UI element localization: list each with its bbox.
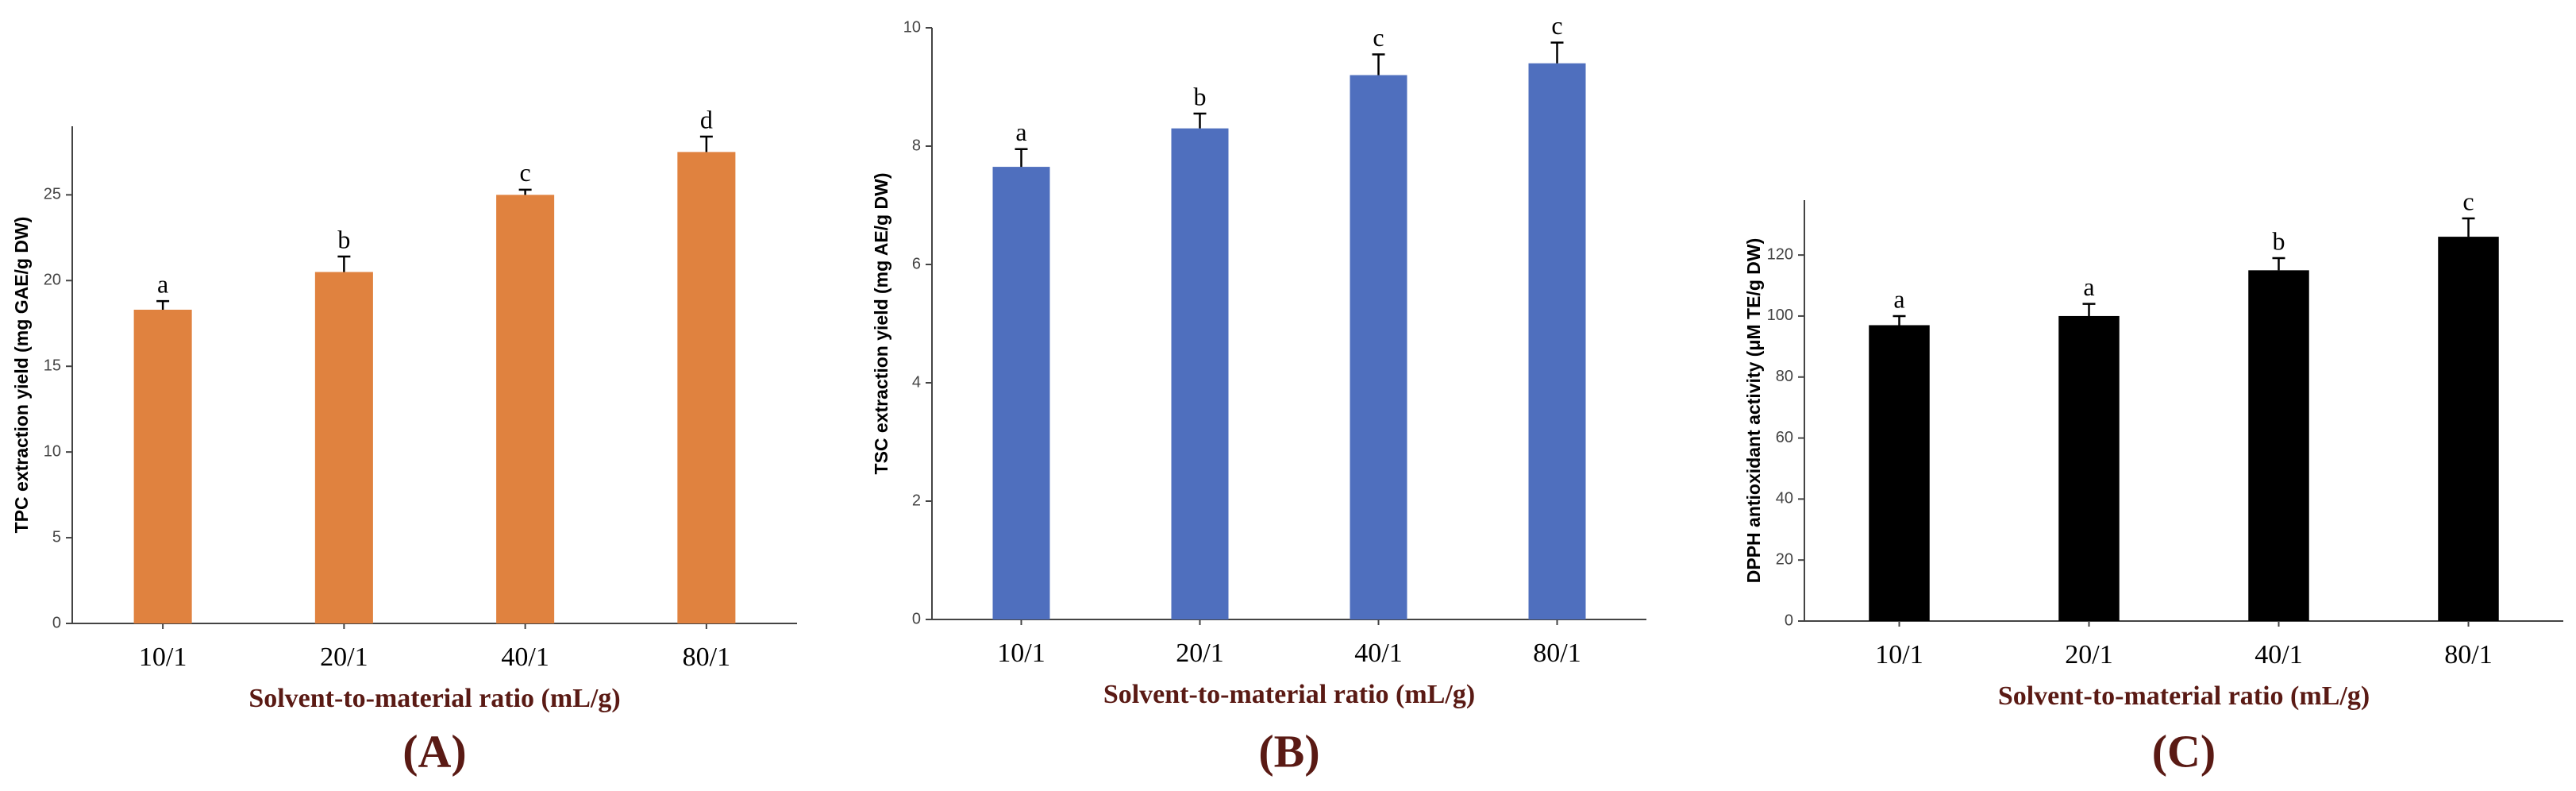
y-axis-label: TPC extraction yield (mg GAE/g DW) [11, 217, 32, 534]
y-tick-label: 0 [52, 614, 61, 631]
y-tick-label: 0 [1785, 612, 1793, 629]
y-tick-label: 20 [44, 272, 61, 289]
error-bar [156, 299, 170, 310]
significance-letter: b [2273, 226, 2285, 255]
x-tick-label: 10/1 [139, 642, 187, 672]
x-axis-label: Solvent-to-material ratio (mL/g) [1998, 681, 2370, 711]
x-tick-label: 40/1 [2254, 640, 2302, 669]
x-tick-label: 10/1 [997, 639, 1045, 668]
bar [1350, 75, 1407, 620]
x-tick-label: 80/1 [1533, 639, 1581, 668]
error-bar [518, 188, 532, 195]
error-bar [337, 255, 351, 272]
significance-letter: a [1015, 118, 1026, 146]
significance-letter: c [520, 158, 531, 187]
bar [677, 152, 736, 624]
bar [2248, 270, 2309, 621]
panel-label: (C) [2152, 725, 2216, 777]
bar [314, 272, 373, 623]
significance-letter: b [1194, 82, 1207, 110]
error-bar [1893, 314, 1906, 326]
error-bar [699, 135, 713, 152]
x-axis-label: Solvent-to-material ratio (mL/g) [1103, 680, 1475, 709]
x-tick-label: 20/1 [2065, 640, 2112, 669]
y-tick-label: 8 [912, 137, 921, 154]
y-tick-label: 2 [912, 492, 921, 509]
panel-label: (B) [1258, 725, 1319, 777]
bar [1869, 325, 1930, 621]
y-tick-label: 10 [44, 442, 61, 460]
x-tick-label: 40/1 [1354, 639, 1402, 668]
significance-letter: c [1373, 23, 1384, 52]
error-bar [2462, 217, 2475, 237]
significance-letter: a [157, 270, 168, 299]
y-tick-label: 0 [912, 610, 921, 627]
x-tick-label: 20/1 [1176, 639, 1223, 668]
significance-letter: b [337, 225, 350, 253]
significance-letter: c [2462, 187, 2474, 215]
y-tick-label: 25 [44, 186, 61, 203]
bar [496, 195, 555, 623]
error-bar [1193, 112, 1207, 129]
significance-letter: d [700, 105, 713, 133]
error-bar [1550, 41, 1564, 64]
bar [992, 167, 1050, 619]
y-tick-label: 5 [52, 528, 61, 546]
panel-label: (A) [402, 725, 467, 777]
error-bar [2272, 257, 2285, 271]
significance-letter: c [1551, 11, 1562, 40]
x-tick-label: 40/1 [501, 642, 549, 672]
bar [1528, 63, 1586, 619]
bar [133, 309, 192, 623]
y-tick-label: 80 [1776, 368, 1793, 385]
y-tick-label: 40 [1776, 490, 1793, 507]
y-tick-label: 20 [1776, 550, 1793, 568]
error-bar [1015, 148, 1028, 168]
significance-letter: a [2083, 272, 2094, 301]
x-tick-label: 80/1 [683, 642, 730, 672]
error-bar [1372, 53, 1385, 75]
y-tick-label: 120 [1767, 245, 1793, 263]
y-tick-label: 6 [912, 255, 921, 272]
error-bar [2082, 303, 2096, 316]
bar [1171, 128, 1229, 619]
bar [2438, 237, 2499, 621]
y-tick-label: 60 [1776, 429, 1793, 446]
bar [2058, 315, 2120, 621]
x-tick-label: 80/1 [2444, 640, 2492, 669]
y-axis-label: TSC extraction yield (mg AE/g DW) [871, 173, 891, 475]
y-tick-label: 100 [1767, 307, 1793, 324]
y-tick-label: 15 [44, 357, 61, 374]
y-tick-label: 4 [912, 373, 921, 391]
x-tick-label: 20/1 [320, 642, 368, 672]
x-tick-label: 10/1 [1875, 640, 1923, 669]
y-tick-label: 10 [903, 18, 921, 36]
y-axis-label: DPPH antioxidant activity (μM TE/g DW) [1743, 238, 1764, 583]
significance-letter: a [1893, 284, 1904, 313]
x-axis-label: Solvent-to-material ratio (mL/g) [248, 684, 620, 713]
